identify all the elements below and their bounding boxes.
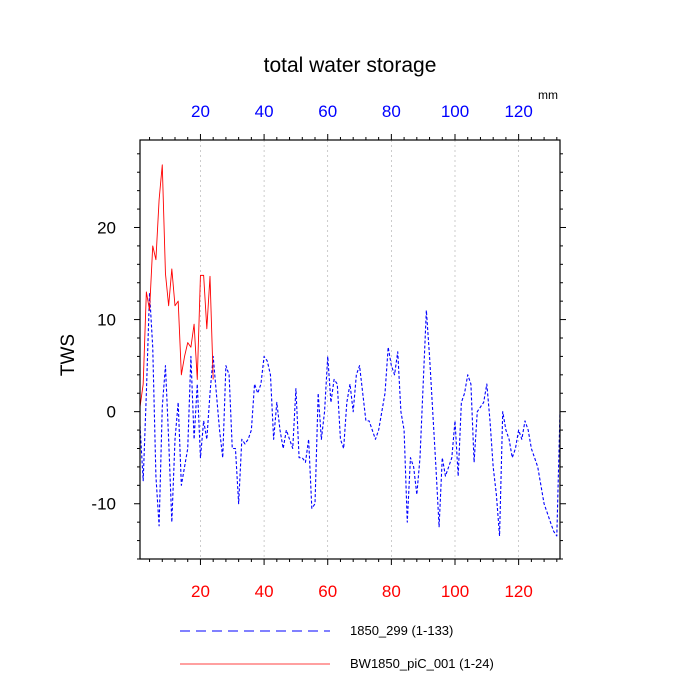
x-top-tick-label: 40	[255, 102, 274, 121]
x-bottom-tick-label: 40	[255, 582, 274, 601]
x-axis-top-labels: 20 40 60 80 100 120	[191, 102, 533, 121]
x-top-tick-label: 100	[441, 102, 469, 121]
x-top-tick-label: 60	[318, 102, 337, 121]
legend: 1850_299 (1-133) BW1850_piC_001 (1-24)	[180, 623, 494, 671]
chart-title: total water storage	[264, 54, 437, 77]
y-tick-label: 0	[107, 403, 116, 422]
y-tick-label: 20	[97, 218, 116, 237]
y-axis-labels: -10 0 10 20	[91, 218, 116, 513]
series-line-2	[139, 164, 214, 408]
y-axis-label: TWS	[58, 334, 79, 376]
axis-ticks	[134, 134, 566, 565]
x-top-tick-label: 20	[191, 102, 210, 121]
x-top-tick-label: 120	[504, 102, 532, 121]
y-tick-label: 10	[97, 311, 116, 330]
x-top-tick-label: 80	[382, 102, 401, 121]
x-bottom-tick-label: 100	[441, 582, 469, 601]
units-label: mm	[538, 88, 558, 102]
grid-lines	[200, 140, 519, 559]
x-bottom-tick-label: 60	[318, 582, 337, 601]
legend-label-series-2: BW1850_piC_001 (1-24)	[350, 656, 494, 671]
y-tick-label: -10	[91, 495, 116, 514]
series-line-1	[139, 292, 561, 537]
x-bottom-tick-label: 80	[382, 582, 401, 601]
series-lines	[139, 164, 561, 537]
x-axis-bottom-labels: 20 40 60 80 100 120	[191, 582, 533, 601]
x-bottom-tick-label: 120	[504, 582, 532, 601]
x-bottom-tick-label: 20	[191, 582, 210, 601]
legend-label-series-1: 1850_299 (1-133)	[350, 623, 453, 638]
plot-frame	[139, 139, 561, 560]
